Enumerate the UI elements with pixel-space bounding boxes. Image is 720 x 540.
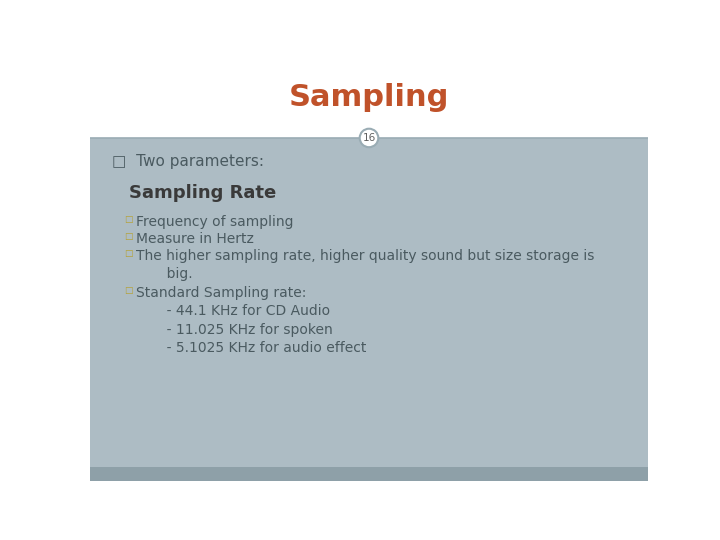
Text: □: □ xyxy=(124,249,132,258)
Text: Sampling Rate: Sampling Rate xyxy=(129,184,276,202)
Text: Measure in Hertz: Measure in Hertz xyxy=(137,232,254,246)
Bar xyxy=(90,467,648,481)
Circle shape xyxy=(360,129,378,147)
Text: The higher sampling rate, higher quality sound but size storage is
       big.: The higher sampling rate, higher quality… xyxy=(137,249,595,281)
Text: □: □ xyxy=(124,232,132,241)
Text: □: □ xyxy=(124,286,132,295)
Text: Sampling: Sampling xyxy=(289,83,449,112)
Bar xyxy=(90,138,648,467)
Text: □  Two parameters:: □ Two parameters: xyxy=(112,153,264,168)
Text: Standard Sampling rate:
       - 44.1 KHz for CD Audio
       - 11.025 KHz for s: Standard Sampling rate: - 44.1 KHz for C… xyxy=(137,286,367,355)
Text: □: □ xyxy=(124,215,132,224)
Text: Frequency of sampling: Frequency of sampling xyxy=(137,215,294,229)
Text: 16: 16 xyxy=(362,133,376,143)
Bar xyxy=(90,65,648,138)
